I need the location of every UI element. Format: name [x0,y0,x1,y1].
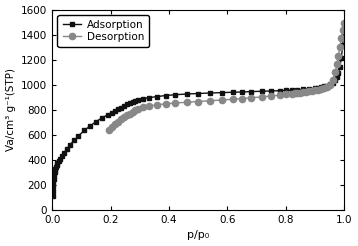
Desorption [338,46,342,49]
Adsorption [50,194,55,197]
Desorption [136,107,140,110]
Desorption [133,109,137,112]
Adsorption [342,27,346,30]
Desorption [146,105,151,108]
Desorption [304,90,308,93]
Desorption [321,87,326,90]
Adsorption [330,81,335,84]
Desorption [127,112,132,115]
Desorption [284,93,288,96]
Desorption [336,54,340,57]
Desorption [290,92,294,95]
Desorption [325,86,329,89]
Adsorption [339,57,343,60]
Desorption [184,101,189,104]
Desorption [292,92,297,95]
Desorption [130,110,135,113]
Adsorption [184,92,189,95]
Adsorption [68,144,72,147]
Desorption [260,95,265,98]
Desorption [208,99,212,102]
Desorption [155,103,159,106]
Desorption [335,62,339,65]
Desorption [342,22,346,25]
Desorption [119,118,123,121]
Desorption [107,129,111,132]
Desorption [339,37,343,40]
Desorption [196,100,200,103]
Desorption [310,89,314,92]
Desorption [330,78,335,81]
Desorption [319,88,323,91]
X-axis label: p/p₀: p/p₀ [187,231,209,240]
Desorption [333,71,338,74]
Desorption [328,83,332,86]
Desorption [248,96,253,99]
Desorption [316,88,320,91]
Desorption [298,91,303,94]
Desorption [307,90,311,93]
Desorption [164,102,168,105]
Line: Adsorption: Adsorption [50,26,346,198]
Desorption [278,93,282,96]
Adsorption [65,147,69,150]
Desorption [313,89,317,92]
Desorption [110,126,114,129]
Desorption [122,116,126,119]
Desorption [219,99,224,102]
Legend: Adsorption, Desorption: Adsorption, Desorption [57,15,149,47]
Y-axis label: Va/cm³ g⁻¹(STP): Va/cm³ g⁻¹(STP) [6,68,15,151]
Desorption [113,123,117,126]
Desorption [301,91,305,93]
Desorption [231,98,236,101]
Desorption [125,114,129,117]
Desorption [141,106,145,109]
Desorption [295,92,300,94]
Desorption [240,97,244,100]
Desorption [116,120,120,123]
Desorption [269,94,274,97]
Line: Desorption: Desorption [106,20,347,134]
Desorption [340,28,345,31]
Desorption [173,102,177,105]
Adsorption [173,93,177,96]
